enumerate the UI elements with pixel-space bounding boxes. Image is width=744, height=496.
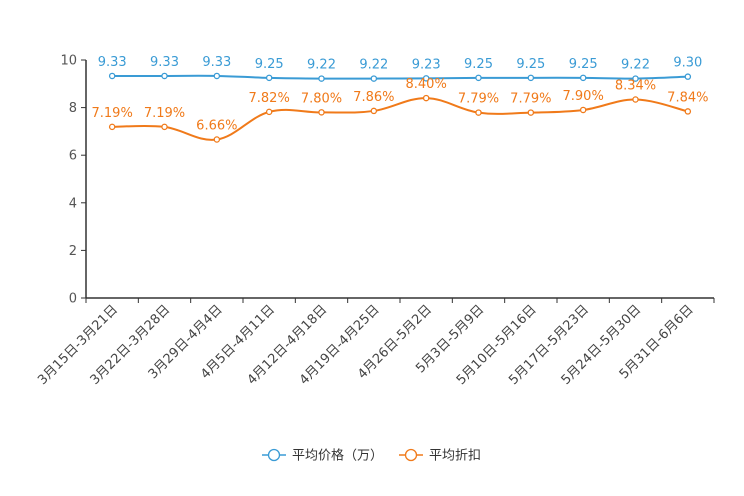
series-0-point — [684, 73, 692, 80]
series-0-data-label: 9.22 — [359, 58, 388, 73]
series-line-0 — [112, 74, 688, 80]
y-tick-label: 10 — [60, 54, 77, 69]
series-0-data-label: 9.33 — [150, 55, 179, 70]
series-1-point — [108, 123, 116, 131]
series-1-point — [684, 108, 692, 115]
series-0-point — [632, 75, 639, 82]
series-1-data-label: 6.66% — [196, 118, 237, 133]
series-1-point — [265, 108, 273, 116]
series-0-point — [475, 74, 482, 82]
series-0-data-label: 9.25 — [464, 57, 493, 72]
series-0-data-label: 9.23 — [412, 57, 441, 72]
series-0-data-label: 9.22 — [621, 58, 650, 73]
series-1-data-label: 7.84% — [667, 90, 708, 105]
y-tick-label: 6 — [69, 149, 77, 164]
series-1-data-label: 7.80% — [301, 91, 342, 106]
series-1-data-label: 8.34% — [615, 79, 656, 94]
series-1-point — [213, 136, 221, 143]
series-0-data-label: 9.25 — [255, 57, 284, 72]
legend-1-marker — [404, 448, 418, 462]
series-0-data-label: 9.25 — [569, 57, 598, 72]
series-1-data-label: 8.40% — [406, 77, 447, 92]
series-1-point — [422, 94, 430, 102]
series-1-point — [475, 109, 482, 116]
y-tick-label: 4 — [69, 196, 77, 211]
series-0-point — [370, 75, 378, 82]
series-1-point — [527, 109, 535, 116]
series-1-data-label: 7.79% — [510, 92, 551, 107]
series-0-point — [527, 74, 535, 82]
series-0-data-label: 9.22 — [307, 58, 336, 73]
series-0-point — [422, 75, 430, 82]
series-1-data-label: 7.19% — [92, 106, 133, 121]
series-1-point — [632, 96, 639, 103]
series-0-point — [265, 74, 273, 82]
series-1-point — [318, 109, 325, 116]
series-1-data-label: 7.90% — [563, 89, 604, 104]
series-0-point — [108, 72, 116, 80]
series-1-data-label: 7.19% — [144, 106, 185, 121]
series-1-data-label: 7.86% — [353, 90, 394, 105]
legend-0-marker — [267, 448, 281, 462]
series-1-point — [370, 107, 378, 115]
series-0-point — [161, 72, 168, 80]
series-1-point — [579, 106, 587, 114]
series-1-data-label: 7.79% — [458, 92, 499, 107]
series-0-data-label: 9.33 — [202, 55, 231, 70]
series-line-1 — [112, 97, 689, 141]
series-0-point — [318, 75, 325, 82]
series-1-data-label: 7.82% — [249, 91, 290, 106]
series-0-point — [213, 72, 221, 80]
legend-0-label: 平均价格（万） — [292, 448, 383, 464]
series-1-point — [161, 123, 168, 131]
y-tick-label: 2 — [69, 244, 77, 259]
series-0-point — [579, 74, 587, 82]
series-0-data-label: 9.30 — [673, 56, 702, 71]
y-tick-label: 0 — [69, 292, 77, 307]
y-tick-label: 8 — [69, 101, 77, 116]
series-0-data-label: 9.25 — [516, 57, 545, 72]
series-0-data-label: 9.33 — [98, 55, 127, 70]
legend-1-label: 平均折扣 — [429, 449, 481, 464]
